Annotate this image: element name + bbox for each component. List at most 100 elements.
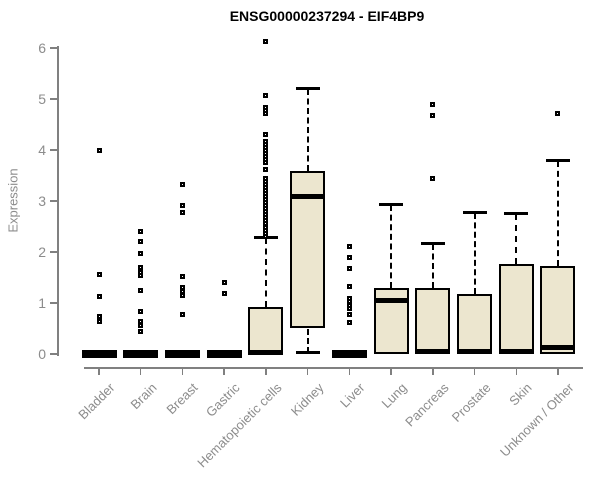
outlier-point <box>179 182 185 188</box>
outlier-point <box>430 112 436 118</box>
outlier-point <box>346 266 352 272</box>
x-tick <box>265 368 267 375</box>
outlier-point <box>263 132 269 138</box>
y-tick-label: 2 <box>38 244 46 260</box>
y-tick-label: 4 <box>38 142 46 158</box>
outlier-point <box>179 202 185 208</box>
outlier-point <box>430 175 436 181</box>
outlier-point <box>96 318 102 324</box>
boxplot-box-hematopoietic-cells <box>248 306 284 354</box>
x-tick <box>223 368 225 375</box>
outlier-point <box>221 280 227 286</box>
whisker-line <box>306 88 309 172</box>
x-tick <box>181 368 184 375</box>
boxplot-box-unknown-other <box>540 265 576 354</box>
y-tick-label: 3 <box>38 193 46 209</box>
outlier-point <box>179 285 185 291</box>
outlier-point <box>263 160 269 166</box>
outlier-point <box>138 238 144 244</box>
outlier-point <box>263 233 269 239</box>
y-tick <box>50 98 57 100</box>
y-tick-label: 6 <box>38 40 46 56</box>
outlier-point <box>221 291 227 297</box>
y-tick <box>50 47 57 49</box>
outlier-point <box>430 101 436 107</box>
whisker-line <box>306 328 309 353</box>
outlier-point <box>138 250 144 256</box>
x-tick <box>98 368 100 375</box>
x-tick <box>557 368 559 375</box>
outlier-point <box>263 110 269 116</box>
outlier-point <box>346 243 352 249</box>
outlier-point <box>263 38 269 44</box>
whisker-line <box>515 213 518 265</box>
y-tick <box>50 200 57 202</box>
y-tick-label: 5 <box>38 91 46 107</box>
whisker-cap <box>462 211 487 215</box>
chart-title: ENSG00000237294 - EIF4BP9 <box>229 8 425 24</box>
whisker-line <box>431 243 434 288</box>
whisker-cap <box>545 159 570 163</box>
outlier-point <box>346 320 352 326</box>
median-line <box>373 298 409 304</box>
x-axis <box>84 367 583 369</box>
outlier-point <box>346 283 352 289</box>
whisker-cap <box>379 203 404 207</box>
outlier-point <box>138 328 144 334</box>
whisker-cap <box>295 351 320 355</box>
median-line <box>540 344 576 350</box>
median-line <box>498 349 534 355</box>
outlier-point <box>346 305 352 311</box>
x-tick <box>306 368 309 375</box>
flat-box-gastric <box>206 350 242 358</box>
whisker-cap <box>295 87 320 91</box>
y-tick <box>50 302 57 304</box>
boxplot-box-pancreas <box>415 287 451 354</box>
outlier-point <box>555 111 561 117</box>
outlier-point <box>263 167 269 173</box>
outlier-point <box>138 323 144 329</box>
boxplot-box-skin <box>498 264 534 354</box>
x-tick <box>348 368 351 375</box>
y-tick <box>50 251 57 253</box>
outlier-point <box>179 311 185 317</box>
whisker-line <box>264 237 267 307</box>
outlier-point <box>346 254 352 260</box>
flat-box-bladder <box>81 350 117 358</box>
y-tick <box>50 353 57 355</box>
y-tick-label: 1 <box>38 295 46 311</box>
outlier-point <box>96 147 102 153</box>
outlier-point <box>179 274 185 280</box>
outlier-point <box>96 313 102 319</box>
whisker-cap <box>504 212 529 216</box>
flat-box-breast <box>164 350 200 358</box>
whisker-line <box>556 160 559 266</box>
flat-box-liver <box>331 350 367 358</box>
outlier-point <box>263 92 269 98</box>
outlier-point <box>138 264 144 270</box>
outlier-point <box>96 294 102 300</box>
outlier-point <box>179 209 185 215</box>
median-line <box>457 349 493 355</box>
x-tick <box>139 368 142 375</box>
outlier-point <box>138 318 144 324</box>
whisker-cap <box>420 242 445 246</box>
median-line <box>248 350 284 356</box>
outlier-point <box>138 273 144 279</box>
outlier-point <box>179 292 185 298</box>
outlier-point <box>346 311 352 317</box>
x-tick <box>432 368 434 375</box>
median-line <box>415 349 451 355</box>
flat-box-brain <box>123 350 159 358</box>
median-line <box>290 194 326 200</box>
outlier-point <box>138 287 144 293</box>
outlier-point <box>138 229 144 235</box>
outlier-point <box>96 272 102 278</box>
whisker-line <box>390 204 393 288</box>
x-tick <box>390 368 392 375</box>
x-tick <box>473 368 476 375</box>
boxplot-box-prostate <box>457 293 493 354</box>
y-axis <box>57 46 59 356</box>
